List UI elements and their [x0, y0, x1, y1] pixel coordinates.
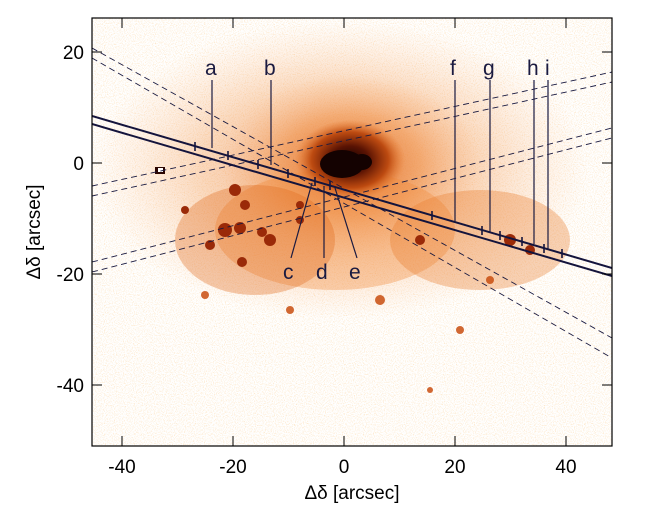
x-tick-label: 40 — [555, 457, 576, 478]
axis-ticks — [92, 18, 612, 446]
label-g: g — [483, 57, 495, 80]
x-tick-label: -20 — [219, 457, 246, 478]
y-tick-label: 0 — [73, 154, 84, 175]
x-tick-label: -40 — [108, 457, 135, 478]
label-c: c — [283, 261, 294, 284]
x-tick-labels: -40 -20 0 20 40 — [108, 457, 576, 478]
x-tick-label: 20 — [444, 457, 465, 478]
slit-labels: a b c d e f g h i — [205, 57, 550, 284]
galaxy-image — [92, 18, 612, 446]
label-h: h — [527, 57, 539, 80]
label-pointers — [211, 80, 549, 259]
label-d: d — [316, 261, 328, 284]
label-b: b — [264, 57, 276, 80]
y-tick-label: 20 — [63, 43, 84, 64]
y-tick-label: -40 — [57, 376, 84, 397]
y-tick-labels: 20 0 -20 -40 — [57, 43, 84, 397]
dashed-lines — [92, 47, 612, 359]
y-axis-label: Δδ [arcsec] — [24, 184, 45, 279]
y-tick-label: -20 — [57, 265, 84, 286]
label-f: f — [450, 57, 456, 80]
label-e: e — [349, 261, 361, 284]
label-i: i — [545, 57, 550, 80]
slit — [92, 115, 612, 277]
x-axis-label: Δδ [arcsec] — [304, 483, 399, 504]
plot-frame — [91, 17, 613, 447]
x-tick-label: 0 — [339, 457, 350, 478]
label-a: a — [205, 57, 217, 80]
